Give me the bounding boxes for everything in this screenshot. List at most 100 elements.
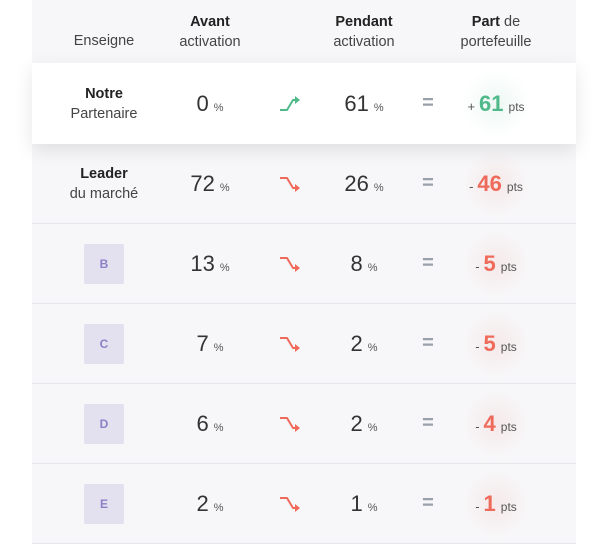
down-arrow-icon — [268, 224, 312, 303]
brand-name: Leader du marché — [70, 164, 139, 204]
table-row: Notre Partenaire 0% 61% = +61 pts — [32, 63, 576, 144]
during-cell: 26% — [314, 144, 414, 223]
header-during-bold: Pendant — [335, 13, 393, 30]
equals-sign: = — [422, 252, 434, 274]
brand-name-bold: Leader — [80, 165, 128, 182]
during-unit: % — [367, 421, 378, 434]
share-value: 61 — [479, 90, 504, 116]
share-cell: -4 pts — [444, 384, 548, 463]
share-value: 46 — [477, 170, 502, 196]
before-value: 7 — [196, 330, 209, 356]
table-row: D 6% 2% = -4 pts — [32, 384, 576, 464]
brand-name-rest: du marché — [69, 185, 139, 202]
brand-cell: Leader du marché — [32, 144, 176, 223]
share-cell: -1 pts — [444, 464, 548, 543]
share-cell: -5 pts — [444, 304, 548, 383]
share-change: -4 pts — [475, 411, 517, 437]
brand-cell: E — [32, 464, 176, 543]
before-value: 6 — [196, 410, 209, 436]
during-value: 1 — [350, 490, 363, 516]
before-unit: % — [213, 101, 224, 114]
during-value: 2 — [350, 330, 363, 356]
share-cell: -5 pts — [444, 224, 548, 303]
before-cell: 7% — [160, 304, 260, 383]
during-value: 26 — [344, 170, 369, 196]
equals-sign: = — [422, 92, 434, 114]
header-share-rest: portefeuille — [460, 33, 532, 50]
down-arrow-icon — [268, 144, 312, 223]
up-arrow-icon — [268, 63, 312, 144]
brand-cell: Notre Partenaire — [32, 63, 176, 144]
share-unit: pts — [500, 339, 517, 354]
during-unit: % — [367, 341, 378, 354]
equals-sign: = — [422, 332, 434, 354]
before-value: 13 — [190, 250, 215, 276]
header-share: Part de portefeuille — [444, 0, 548, 63]
share-unit: pts — [500, 259, 517, 274]
share-change: -5 pts — [475, 331, 517, 357]
share-sign: - — [475, 258, 480, 274]
before-unit: % — [219, 181, 230, 194]
before-value: 2 — [196, 490, 209, 516]
share-value: 4 — [483, 410, 496, 436]
brand-cell: C — [32, 304, 176, 383]
share-change: -1 pts — [475, 491, 517, 517]
share-sign: - — [475, 418, 480, 434]
share-unit: pts — [500, 499, 517, 514]
table-header: Enseigne Avant activation Pendant activa… — [32, 0, 576, 64]
during-unit: % — [373, 101, 384, 114]
share-sign: - — [469, 178, 474, 194]
down-arrow-icon — [268, 384, 312, 463]
share-sign: - — [475, 338, 480, 354]
share-change: -5 pts — [475, 251, 517, 277]
during-cell: 2% — [314, 304, 414, 383]
share-value: 1 — [483, 490, 496, 516]
before-unit: % — [219, 261, 230, 274]
share-value: 5 — [483, 250, 496, 276]
share-unit: pts — [508, 99, 525, 114]
before-value: 72 — [190, 170, 215, 196]
share-value: 5 — [483, 330, 496, 356]
brand-cell: D — [32, 384, 176, 463]
header-before-bold: Avant — [190, 13, 230, 30]
equals-sign: = — [422, 492, 434, 514]
during-cell: 1% — [314, 464, 414, 543]
share-unit: pts — [500, 419, 517, 434]
table-row: E 2% 1% = -1 pts — [32, 464, 576, 544]
brand-badge: B — [84, 243, 124, 284]
equals-sign: = — [422, 412, 434, 434]
before-unit: % — [213, 421, 224, 434]
header-before: Avant activation — [160, 0, 260, 63]
during-value: 61 — [344, 90, 369, 116]
before-unit: % — [213, 341, 224, 354]
header-during-rest: activation — [333, 33, 395, 50]
share-change: +61 pts — [467, 91, 524, 117]
share-cell: -46 pts — [444, 144, 548, 223]
brand-badge: C — [84, 323, 124, 364]
header-share-mid: de — [500, 13, 521, 30]
brand-name-bold: Notre — [85, 85, 123, 102]
table-row: B 13% 8% = -5 pts — [32, 224, 576, 304]
before-cell: 6% — [160, 384, 260, 463]
before-unit: % — [213, 501, 224, 514]
share-sign: + — [467, 98, 476, 114]
equals-sign: = — [422, 172, 434, 194]
during-unit: % — [367, 261, 378, 274]
brand-badge: E — [84, 483, 124, 524]
header-brand: Enseigne — [32, 0, 176, 63]
during-value: 2 — [350, 410, 363, 436]
during-unit: % — [367, 501, 378, 514]
header-during: Pendant activation — [314, 0, 414, 63]
before-value: 0 — [196, 90, 209, 116]
table-row: C 7% 2% = -5 pts — [32, 304, 576, 384]
brand-cell: B — [32, 224, 176, 303]
down-arrow-icon — [268, 464, 312, 543]
during-cell: 61% — [314, 63, 414, 144]
brand-badge: D — [84, 403, 124, 444]
header-brand-label: Enseigne — [73, 32, 135, 49]
share-unit: pts — [506, 179, 523, 194]
before-cell: 2% — [160, 464, 260, 543]
share-cell: +61 pts — [444, 63, 548, 144]
before-cell: 13% — [160, 224, 260, 303]
share-change: -46 pts — [469, 171, 523, 197]
